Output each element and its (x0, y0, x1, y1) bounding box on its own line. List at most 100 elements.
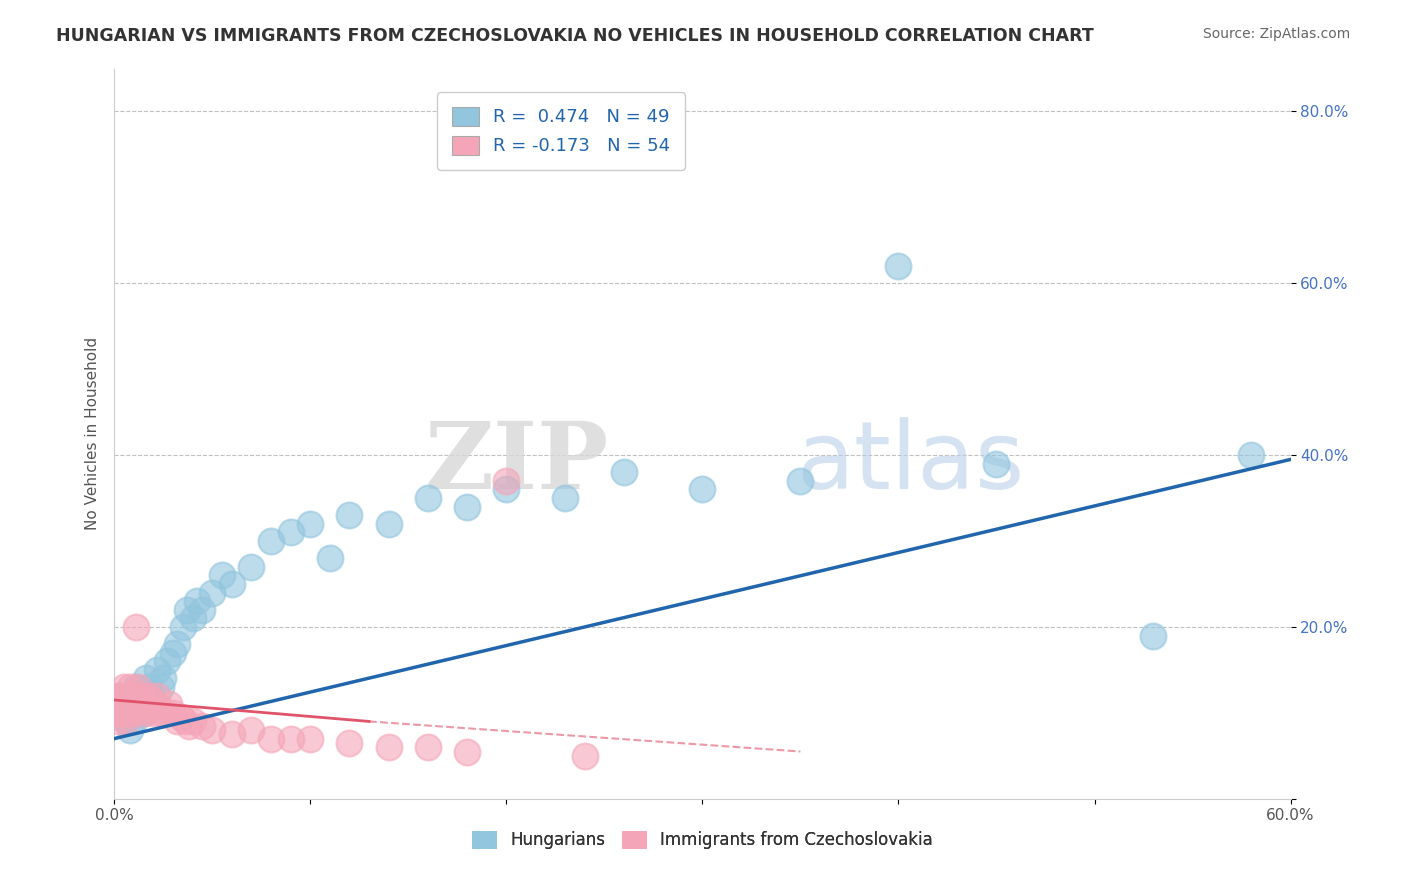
Point (150, 706, 173, 720)
Point (136, 698, 159, 712)
Point (176, 603, 198, 617)
Point (299, 731, 322, 746)
Point (122, 706, 145, 720)
Point (115, 714, 138, 729)
Point (141, 693, 163, 707)
Point (260, 731, 283, 746)
Point (122, 693, 145, 707)
Point (105, 689, 128, 703)
Point (299, 516, 322, 531)
Point (146, 663, 169, 677)
Point (377, 740, 399, 755)
Point (117, 698, 139, 712)
Point (162, 706, 184, 720)
Point (173, 714, 195, 729)
Point (613, 465, 636, 479)
Point (121, 698, 143, 712)
Point (201, 585, 224, 599)
Point (112, 680, 135, 694)
Point (986, 457, 1008, 471)
Point (191, 603, 214, 617)
Point (191, 719, 214, 733)
Point (377, 516, 399, 531)
Point (108, 706, 131, 720)
Legend: Hungarians, Immigrants from Czechoslovakia: Hungarians, Immigrants from Czechoslovak… (465, 824, 939, 856)
Point (319, 551, 342, 566)
Point (339, 736, 361, 750)
Point (127, 680, 149, 694)
Point (128, 698, 150, 712)
Point (128, 698, 150, 712)
Point (112, 706, 135, 720)
Point (495, 483, 517, 497)
Text: atlas: atlas (797, 417, 1025, 508)
Point (142, 698, 165, 712)
Point (240, 559, 263, 574)
Point (132, 706, 155, 720)
Point (554, 491, 576, 505)
Point (1240, 448, 1263, 462)
Point (136, 689, 159, 703)
Point (122, 714, 145, 729)
Point (118, 723, 141, 737)
Point (111, 706, 134, 720)
Point (153, 706, 176, 720)
Point (416, 491, 439, 505)
Point (105, 706, 128, 720)
Point (121, 689, 143, 703)
Point (152, 672, 174, 686)
Point (115, 714, 138, 729)
Point (121, 706, 143, 720)
Point (145, 698, 167, 712)
Point (141, 689, 163, 703)
Point (887, 259, 910, 273)
Point (125, 680, 148, 694)
Point (201, 723, 224, 737)
Point (495, 474, 517, 488)
Y-axis label: No Vehicles in Household: No Vehicles in Household (86, 337, 100, 530)
Point (117, 698, 139, 712)
Point (574, 748, 596, 763)
Point (166, 637, 188, 651)
Point (138, 701, 160, 715)
Point (138, 680, 160, 694)
Point (280, 731, 302, 746)
Point (221, 727, 243, 741)
Point (166, 714, 188, 729)
Point (146, 689, 169, 703)
Point (416, 740, 439, 755)
Point (118, 680, 141, 694)
Point (131, 689, 153, 703)
Point (150, 680, 173, 694)
Point (118, 706, 141, 720)
Point (339, 508, 361, 523)
Text: Source: ZipAtlas.com: Source: ZipAtlas.com (1202, 27, 1350, 41)
Point (280, 525, 302, 540)
Point (107, 698, 129, 712)
Point (221, 577, 243, 591)
Point (107, 714, 129, 729)
Text: ZIP: ZIP (425, 417, 609, 508)
Point (108, 693, 131, 707)
Point (172, 620, 194, 634)
Point (108, 689, 131, 703)
Point (181, 714, 204, 729)
Text: HUNGARIAN VS IMMIGRANTS FROM CZECHOSLOVAKIA NO VEHICLES IN HOUSEHOLD CORRELATION: HUNGARIAN VS IMMIGRANTS FROM CZECHOSLOVA… (56, 27, 1094, 45)
Point (111, 689, 134, 703)
Point (456, 744, 478, 758)
Point (131, 689, 153, 703)
Point (156, 654, 179, 668)
Point (135, 698, 157, 712)
Point (456, 500, 478, 514)
Point (181, 611, 204, 625)
Point (125, 620, 148, 634)
Point (692, 483, 714, 497)
Point (115, 706, 138, 720)
Point (142, 706, 165, 720)
Point (260, 534, 283, 549)
Point (135, 672, 157, 686)
Point (211, 568, 233, 582)
Point (127, 706, 149, 720)
Point (1142, 628, 1164, 642)
Point (177, 719, 200, 733)
